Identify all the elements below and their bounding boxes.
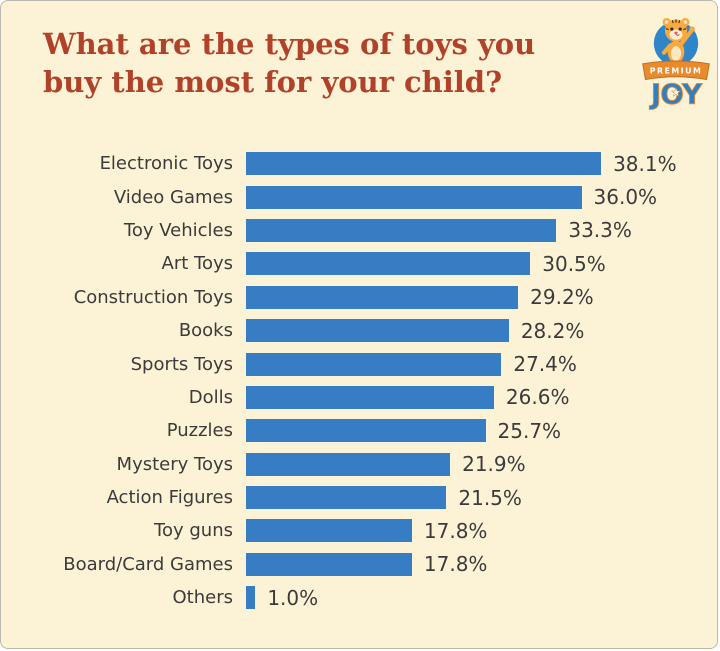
header: What are the types of toys you buy the m…	[1, 1, 717, 147]
bar	[246, 419, 486, 443]
bar	[246, 152, 602, 176]
category-label: Board/Card Games	[63, 553, 233, 575]
chart-row: Mystery Toys 21.9%	[1, 448, 717, 481]
bar-area: 1.0%	[246, 586, 318, 610]
category-label: Toy guns	[154, 520, 233, 542]
category-label: Toy Vehicles	[123, 219, 233, 241]
bar-area: 17.8%	[246, 552, 487, 576]
value-label: 1.0%	[267, 585, 319, 610]
chart-row: Video Games 36.0%	[1, 180, 717, 213]
chart-row: Dolls 26.6%	[1, 381, 717, 414]
bar-chart: Electronic Toys 38.1% Video Games 36.0% …	[1, 147, 717, 614]
value-label: 33.3%	[568, 218, 632, 243]
bar	[246, 185, 582, 209]
value-label: 25.7%	[497, 418, 562, 443]
bar	[246, 486, 447, 510]
bar-area: 27.4%	[246, 352, 577, 376]
value-label: 17.8%	[423, 552, 488, 577]
title-line-2: buy the most for your child?	[43, 65, 503, 99]
value-label: 27.4%	[513, 352, 577, 377]
chart-row: Action Figures 21.5%	[1, 481, 717, 514]
chart-row: Others 1.0%	[1, 581, 717, 614]
category-label: Others	[172, 587, 234, 609]
premium-joy-logo-image: PREMIUM JOY	[642, 17, 710, 111]
value-label: 21.5%	[458, 485, 522, 510]
logo-joy-text: JOY	[649, 78, 703, 111]
logo-premium-text: PREMIUM	[650, 66, 703, 75]
bar	[246, 252, 531, 276]
value-label: 38.1%	[613, 151, 677, 176]
value-label: 28.2%	[520, 318, 585, 343]
premium-joy-logo: PREMIUM JOY	[639, 9, 713, 113]
category-label: Action Figures	[106, 487, 233, 509]
chart-row: Board/Card Games 17.8%	[1, 548, 717, 581]
bar-area: 33.3%	[246, 218, 632, 242]
chart-row: Sports Toys 27.4%	[1, 347, 717, 380]
chart-row: Art Toys 30.5%	[1, 247, 717, 280]
bar-area: 21.9%	[246, 452, 526, 476]
bar	[246, 452, 451, 476]
bar-area: 26.6%	[246, 385, 569, 409]
bar	[246, 385, 494, 409]
category-label: Construction Toys	[73, 286, 233, 308]
bar	[246, 319, 509, 343]
title-line-1: What are the types of toys you	[43, 27, 536, 61]
bar-area: 29.2%	[246, 285, 594, 309]
chart-row: Toy guns 17.8%	[1, 514, 717, 547]
bar-area: 28.2%	[246, 319, 584, 343]
value-label: 36.0%	[593, 185, 658, 210]
chart-row: Toy Vehicles 33.3%	[1, 214, 717, 247]
category-label: Mystery Toys	[116, 453, 233, 475]
value-label: 17.8%	[423, 518, 488, 543]
bar	[246, 586, 256, 610]
bar-area: 21.5%	[246, 486, 522, 510]
category-label: Art Toys	[161, 253, 233, 275]
category-label: Puzzles	[166, 420, 233, 442]
bar-area: 38.1%	[246, 152, 677, 176]
bar	[246, 285, 519, 309]
bar-area: 17.8%	[246, 519, 487, 543]
chart-row: Electronic Toys 38.1%	[1, 147, 717, 180]
category-label: Video Games	[113, 186, 233, 208]
bar	[246, 352, 502, 376]
category-label: Sports Toys	[130, 353, 233, 375]
value-label: 29.2%	[530, 285, 594, 310]
category-label: Electronic Toys	[99, 153, 233, 175]
bar	[246, 218, 557, 242]
category-label: Books	[178, 320, 233, 342]
value-label: 21.9%	[462, 452, 526, 477]
chart-row: Puzzles 25.7%	[1, 414, 717, 447]
bar-area: 36.0%	[246, 185, 657, 209]
value-label: 26.6%	[505, 385, 570, 410]
logo-star-icon	[670, 86, 682, 97]
bar	[246, 552, 412, 576]
bar	[246, 519, 412, 543]
bar-area: 25.7%	[246, 419, 561, 443]
chart-row: Books 28.2%	[1, 314, 717, 347]
page-title: What are the types of toys you buy the m…	[43, 25, 535, 101]
category-label: Dolls	[188, 386, 233, 408]
value-label: 30.5%	[542, 251, 606, 276]
logo-premium-banner: PREMIUM	[642, 60, 710, 81]
bar-area: 30.5%	[246, 252, 606, 276]
chart-row: Construction Toys 29.2%	[1, 281, 717, 314]
logo-joy-wordmark: JOY	[648, 77, 704, 111]
